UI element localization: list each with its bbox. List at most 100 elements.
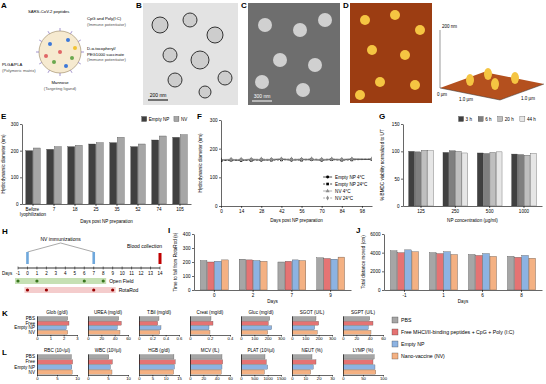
category-axis: 0279: [195, 290, 352, 298]
event-label: Blood collection: [127, 243, 162, 249]
tick: 0: [36, 335, 39, 341]
xticks-axis: 0510: [36, 375, 80, 381]
particle: [191, 51, 209, 69]
axis-line: [293, 375, 333, 376]
bar: [37, 321, 69, 325]
axis-label: 1.0 µm: [459, 97, 473, 102]
bar: [37, 317, 68, 321]
day-tick: [27, 267, 28, 270]
tick: 20: [354, 335, 359, 341]
day-label: 13: [148, 271, 154, 276]
xticks-axis: 0204060: [189, 375, 233, 381]
bar: [343, 326, 368, 330]
tick-label: 14: [239, 209, 245, 214]
tick: 14: [239, 206, 245, 214]
tick: 200: [316, 335, 324, 341]
particle: [207, 27, 223, 43]
activity-day: [45, 288, 48, 291]
chart-title: UREA (mg/dl): [94, 310, 123, 315]
particle-component: [58, 50, 62, 54]
xticks-axis: 050010001500: [240, 375, 286, 381]
bar: [241, 321, 268, 325]
tick-label: 0.6: [177, 336, 183, 341]
tick: 0.4: [163, 335, 169, 341]
chart: 0123PBSFreeEmpty NPNVGlob (g/dl): [14, 310, 79, 342]
tick: 6000: [370, 232, 384, 237]
tick-label: 200: [265, 336, 273, 341]
day-label: 12: [139, 271, 145, 276]
bar: [343, 321, 373, 325]
particle-component: [48, 42, 52, 46]
bar: [412, 252, 419, 290]
chart: 0102030NEUT (%): [291, 348, 335, 382]
tick-label: 4000: [370, 251, 381, 256]
tick: 40: [113, 335, 118, 341]
bar: [68, 147, 75, 204]
marker: [350, 157, 353, 162]
tick-label: 500: [251, 376, 259, 381]
surface-ligand: [78, 40, 81, 42]
tick-label: 0.4: [163, 336, 169, 341]
tick: 28: [259, 206, 265, 214]
tick-mark: [75, 204, 76, 206]
tick: 1000: [264, 375, 274, 381]
xticks-axis: 0123: [36, 335, 79, 341]
bar: [190, 317, 211, 321]
plot-area: [37, 355, 73, 374]
day-tick: [36, 267, 37, 270]
tick-label: 400: [183, 232, 191, 237]
tick: 1500: [277, 375, 287, 381]
xticks-axis: 00.20.4: [189, 335, 234, 341]
xticks-axis: 0204060: [342, 335, 386, 341]
bar: [89, 144, 96, 204]
bar: [96, 143, 103, 204]
bar: [190, 330, 210, 334]
bar: [241, 326, 272, 330]
axis-line: [195, 290, 352, 291]
bar: [343, 365, 375, 369]
legend-label: PBS: [401, 317, 412, 323]
tick-mark: [179, 204, 180, 206]
legend: PBSFree MHCI/II-binding peptides + CpG +…: [392, 317, 515, 359]
chart-title: LYMP (%): [353, 348, 374, 353]
tick-label: 500: [486, 209, 494, 214]
tick-label: 5: [152, 376, 155, 381]
marker: [240, 157, 243, 162]
bar: [292, 370, 311, 374]
tick-label: 1000: [519, 209, 530, 214]
axis-line: [292, 317, 293, 336]
bar: [37, 370, 72, 374]
tick-mark: [382, 234, 384, 235]
legend-label: 6 h: [485, 117, 492, 122]
day-tick: [46, 267, 47, 270]
surface-ligand: [81, 52, 84, 53]
bar: [261, 261, 268, 290]
particle-component: [64, 64, 68, 68]
afm-axis: [500, 84, 544, 100]
bar: [75, 145, 82, 204]
tick: 250: [452, 206, 460, 214]
marker: [290, 157, 293, 162]
tick-label: 1: [50, 336, 53, 341]
legend: Empty NPNV: [142, 117, 189, 123]
panel-label: C: [241, 1, 247, 10]
chart: 050010001500PLAT (10³/µl): [240, 348, 286, 382]
tick-label: 0: [16, 202, 19, 207]
bar: [429, 253, 436, 290]
tick-label: 1: [442, 293, 445, 298]
event-label: NV immunizations: [40, 236, 81, 242]
particle: [296, 83, 310, 97]
tick-label: 50: [361, 376, 366, 381]
chart-title: HGB (g/dl): [148, 348, 170, 353]
pointer: [61, 243, 94, 252]
panel-label: E: [1, 112, 7, 121]
bar: [138, 144, 145, 204]
bar: [131, 147, 138, 204]
tick-label: 0.2: [150, 336, 156, 341]
tick: 100: [11, 175, 22, 180]
particle: [355, 90, 365, 100]
yticks-axis: 0100200300400: [183, 232, 195, 293]
tick: 0.6: [177, 335, 183, 341]
legend-label: 3 h: [466, 117, 473, 122]
tick-mark: [116, 204, 117, 206]
